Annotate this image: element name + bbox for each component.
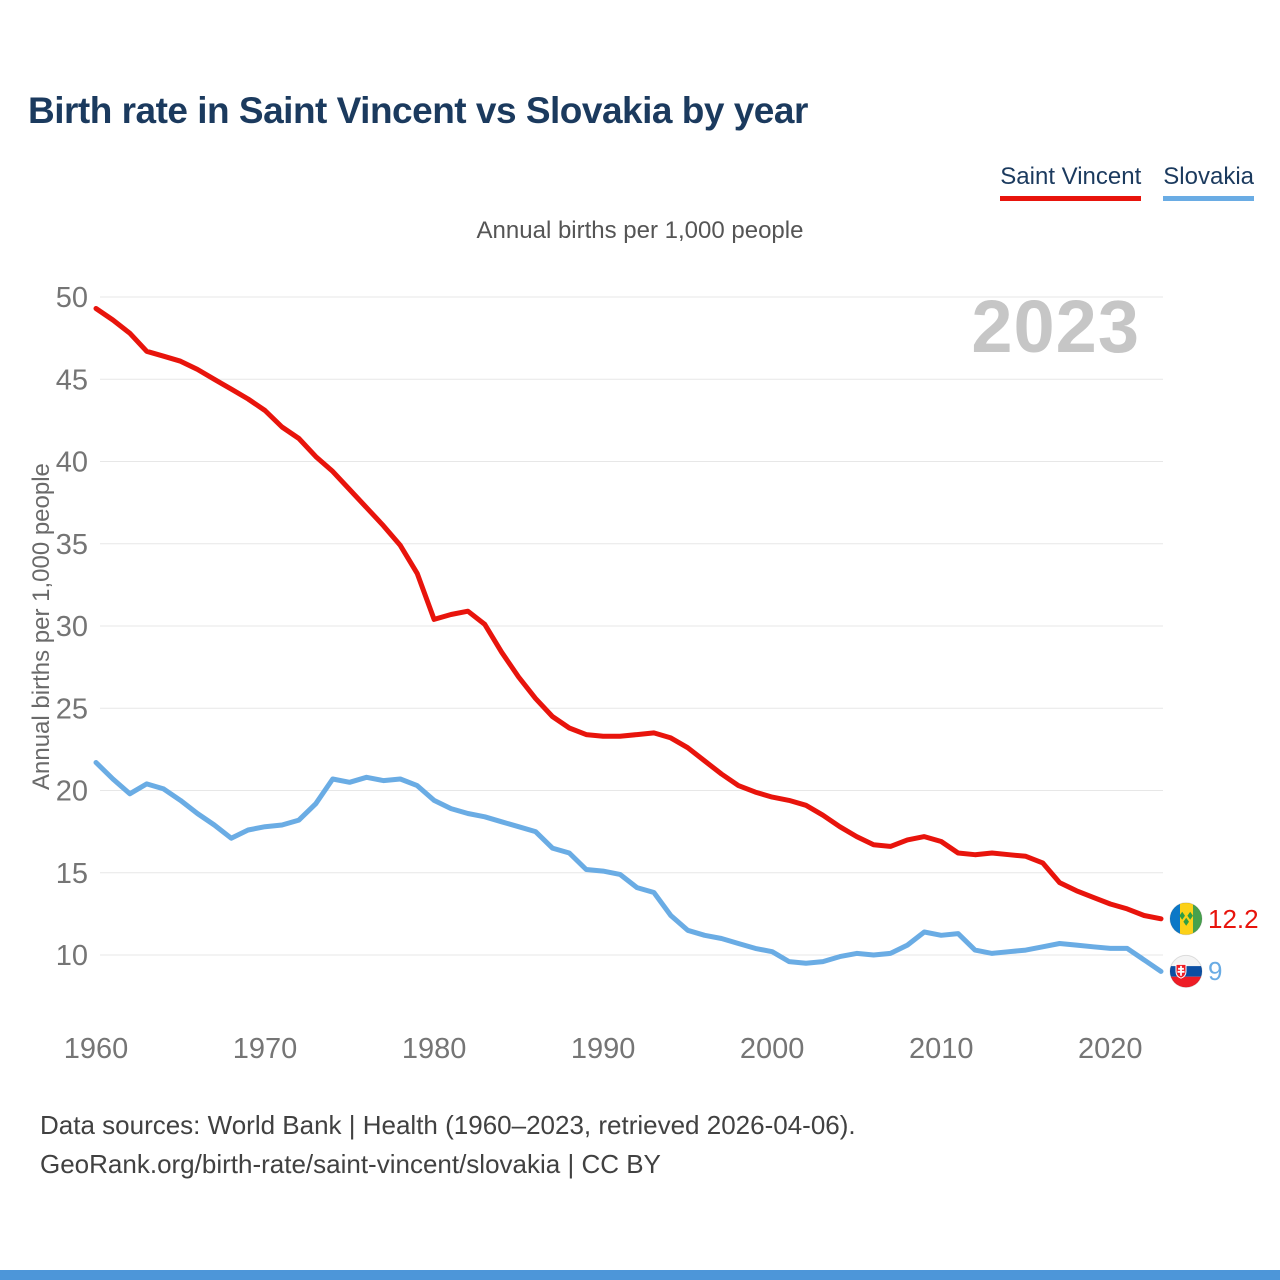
y-tick-label: 10: [56, 940, 88, 972]
y-tick-label: 15: [56, 858, 88, 890]
legend-item-slovakia[interactable]: Slovakia: [1163, 163, 1254, 201]
footer-url-line: GeoRank.org/birth-rate/saint-vincent/slo…: [40, 1149, 661, 1179]
x-tick-label: 2020: [1078, 1033, 1143, 1065]
footer-accent-bar: [0, 1270, 1280, 1280]
chart-subtitle: Annual births per 1,000 people: [476, 217, 804, 244]
slovakia-flag-icon: [1169, 954, 1203, 988]
y-tick-label: 20: [56, 776, 88, 808]
x-tick-label: 1990: [571, 1033, 636, 1065]
footer-source-line: Data sources: World Bank | Health (1960–…: [40, 1110, 856, 1140]
end-value-slovakia: 9: [1208, 956, 1223, 986]
y-tick-label: 30: [56, 611, 88, 643]
y-tick-label: 45: [56, 364, 88, 396]
series-line-saint-vincent: [93, 306, 1164, 922]
legend: Saint Vincent Slovakia: [1000, 163, 1254, 201]
series-line-slovakia: [93, 760, 1164, 974]
x-tick-label: 1960: [64, 1033, 129, 1065]
y-tick-label: 40: [56, 447, 88, 479]
y-tick-label: 25: [56, 693, 88, 725]
x-tick-label: 2000: [740, 1033, 805, 1065]
year-watermark: 2023: [971, 285, 1140, 368]
x-tick-label: 1980: [402, 1033, 467, 1065]
x-tick-label: 2010: [909, 1033, 974, 1065]
x-tick-label: 1970: [233, 1033, 298, 1065]
y-tick-label: 35: [56, 529, 88, 561]
footer: Data sources: World Bank | Health (1960–…: [40, 1106, 856, 1184]
end-value-saint-vincent: 12.2: [1208, 904, 1259, 934]
y-tick-label: 50: [56, 282, 88, 314]
page-title: Birth rate in Saint Vincent vs Slovakia …: [28, 90, 808, 131]
saint-vincent-flag-icon: [1169, 902, 1203, 936]
legend-item-saint-vincent[interactable]: Saint Vincent: [1000, 163, 1142, 201]
